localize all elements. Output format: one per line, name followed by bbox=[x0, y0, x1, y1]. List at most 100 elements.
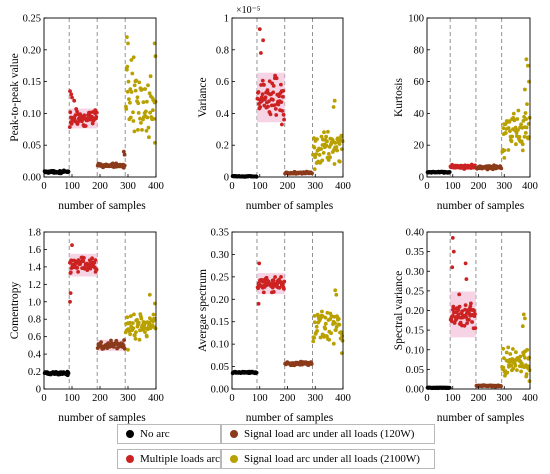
x-tick-label: 0 bbox=[424, 393, 429, 404]
data-point-signal-load-arc-under-all-loads-2100w bbox=[516, 128, 520, 132]
data-point-multiple-loads-arc bbox=[72, 98, 77, 103]
x-axis-label: number of samples bbox=[437, 200, 525, 212]
data-point-multiple-loads-arc bbox=[450, 236, 455, 240]
data-point-signal-load-arc-under-all-loads-2100w bbox=[324, 134, 328, 139]
data-point-signal-load-arc-under-all-loads-2100w bbox=[312, 335, 317, 340]
y-axis-label: Peak-to-peak value bbox=[9, 53, 21, 141]
data-point-multiple-loads-arc bbox=[270, 285, 275, 290]
data-point-signal-load-arc-under-all-loads-2100w bbox=[314, 324, 319, 329]
data-point-signal-load-arc-under-all-loads-2100w bbox=[144, 334, 149, 339]
x-tick-label: 200 bbox=[280, 181, 296, 192]
data-point-signal-load-arc-under-all-loads-2100w bbox=[312, 136, 316, 141]
data-point-no-arc bbox=[66, 371, 71, 376]
legend-label-signal-2100w: Signal load arc under all loads (2100W) bbox=[244, 453, 420, 465]
x-tick-label: 100 bbox=[64, 181, 80, 192]
y-tick-label: 0.40 bbox=[406, 228, 424, 239]
data-point-signal-load-arc-under-all-loads-2100w bbox=[523, 316, 527, 321]
data-point-multiple-loads-arc bbox=[267, 99, 271, 104]
data-point-signal-load-arc-under-all-loads-2100w bbox=[151, 108, 155, 113]
data-point-multiple-loads-arc bbox=[280, 122, 284, 127]
data-point-signal-load-arc-under-all-loads-2100w bbox=[128, 320, 132, 325]
y-tick-label: 0.15 bbox=[211, 317, 229, 328]
data-point-signal-load-arc-under-all-loads-2100w bbox=[519, 369, 523, 374]
data-point-signal-load-arc-under-all-loads-2100w bbox=[132, 312, 136, 317]
data-point-signal-load-arc-under-all-loads-2100w bbox=[312, 167, 317, 172]
data-point-signal-load-arc-under-all-loads-2100w bbox=[143, 87, 148, 91]
data-point-signal-load-arc-under-all-loads-2100w bbox=[521, 119, 526, 123]
legend-item-multiple-loads: Multiple loads arc bbox=[117, 449, 221, 469]
data-point-signal-load-arc-under-all-loads-2100w bbox=[339, 133, 344, 138]
data-point-signal-load-arc-under-all-loads-2100w bbox=[513, 125, 518, 130]
data-point-multiple-loads-arc bbox=[263, 95, 268, 100]
data-point-no-arc bbox=[66, 169, 71, 174]
x-tick-label: 300 bbox=[496, 393, 512, 404]
data-point-multiple-loads-arc bbox=[264, 275, 269, 280]
data-point-signal-load-arc-under-all-loads-2100w bbox=[140, 87, 145, 92]
y-tick-label: 60 bbox=[414, 77, 425, 88]
x-tick-label: 300 bbox=[307, 393, 323, 404]
y-tick-label: 0.2 bbox=[216, 141, 229, 152]
data-point-signal-load-arc-under-all-loads-2100w bbox=[130, 71, 135, 76]
data-point-signal-load-arc-under-all-loads-2100w bbox=[523, 355, 527, 360]
data-point-signal-load-arc-under-all-loads-2100w bbox=[337, 159, 342, 164]
data-point-signal-load-arc-under-all-loads-2100w bbox=[340, 338, 345, 343]
data-point-multiple-loads-arc bbox=[82, 256, 86, 260]
data-point-signal-load-arc-under-all-loads-2100w bbox=[525, 348, 530, 352]
data-point-signal-load-arc-under-all-loads-2100w bbox=[135, 95, 140, 100]
data-point-signal-load-arc-under-all-loads-2100w bbox=[524, 57, 529, 62]
data-point-multiple-loads-arc bbox=[282, 279, 287, 284]
data-point-signal-load-arc-under-all-loads-2100w bbox=[335, 136, 340, 141]
data-point-signal-load-arc-under-all-loads-2100w bbox=[504, 350, 509, 355]
data-point-signal-load-arc-under-all-loads-2100w bbox=[125, 64, 130, 69]
data-point-signal-load-arc-under-all-loads-2100w bbox=[134, 330, 138, 334]
data-point-signal-load-arc-under-all-loads-2100w bbox=[141, 100, 146, 105]
data-point-signal-load-arc-under-all-loads-2100w bbox=[506, 126, 511, 130]
data-point-signal-load-arc-under-all-loads-2100w bbox=[146, 125, 151, 130]
y-tick-label: 0.05 bbox=[211, 362, 229, 373]
data-point-signal-load-arc-under-all-loads-2100w bbox=[331, 105, 336, 109]
data-point-multiple-loads-arc bbox=[70, 95, 74, 100]
data-point-signal-load-arc-under-all-loads-2100w bbox=[514, 130, 519, 135]
data-point-signal-load-arc-under-all-loads-120w bbox=[310, 171, 314, 176]
data-point-signal-load-arc-under-all-loads-2100w bbox=[329, 331, 333, 336]
y-tick-label: 0.15 bbox=[23, 77, 41, 88]
data-point-multiple-loads-arc bbox=[93, 258, 98, 262]
data-point-signal-load-arc-under-all-loads-2100w bbox=[502, 148, 507, 153]
data-point-signal-load-arc-under-all-loads-2100w bbox=[506, 148, 511, 152]
x-axis-label: number of samples bbox=[58, 200, 146, 212]
data-point-multiple-loads-arc bbox=[93, 108, 98, 113]
data-point-signal-load-arc-under-all-loads-2100w bbox=[136, 111, 141, 115]
data-point-multiple-loads-arc bbox=[68, 291, 73, 295]
plot-frame bbox=[43, 231, 157, 390]
data-point-signal-load-arc-under-all-loads-2100w bbox=[510, 134, 515, 139]
legend-item-signal-120w: Signal load arc under all loads (120W) bbox=[221, 424, 435, 444]
data-point-signal-load-arc-under-all-loads-2100w bbox=[323, 315, 328, 320]
data-point-multiple-loads-arc bbox=[450, 314, 455, 318]
data-point-signal-load-arc-under-all-loads-2100w bbox=[131, 119, 136, 123]
x-tick-label: 400 bbox=[522, 393, 538, 404]
x-tick-label: 300 bbox=[496, 181, 512, 192]
legend-marker-multiple-loads bbox=[126, 455, 134, 463]
data-point-signal-load-arc-under-all-loads-2100w bbox=[508, 352, 513, 356]
data-point-multiple-loads-arc bbox=[473, 312, 477, 316]
plot-frame bbox=[426, 17, 531, 178]
data-point-multiple-loads-arc bbox=[266, 104, 270, 109]
data-point-signal-load-arc-under-all-loads-2100w bbox=[525, 102, 529, 106]
data-point-signal-load-arc-under-all-loads-2100w bbox=[506, 345, 511, 350]
data-point-multiple-loads-arc bbox=[260, 92, 265, 96]
data-point-signal-load-arc-under-all-loads-2100w bbox=[522, 134, 527, 139]
x-axis-label: number of samples bbox=[58, 412, 146, 424]
data-point-signal-load-arc-under-all-loads-2100w bbox=[508, 129, 512, 134]
chart-panel-avergae-spectrum: 0 100 200 300 400 0.00 0.05 0.10 0.15 0.20 0.25 0.3… bbox=[197, 228, 351, 425]
data-point-multiple-loads-arc bbox=[69, 121, 74, 126]
data-point-signal-load-arc-under-all-loads-2100w bbox=[333, 321, 337, 325]
data-point-signal-load-arc-under-all-loads-2100w bbox=[131, 110, 135, 115]
x-tick-label: 100 bbox=[445, 181, 461, 192]
legend-label-multiple-loads: Multiple loads arc bbox=[140, 453, 221, 465]
data-point-multiple-loads-arc bbox=[256, 286, 260, 291]
data-point-signal-load-arc-under-all-loads-2100w bbox=[134, 78, 139, 83]
y-axis-label: Variance bbox=[197, 77, 209, 117]
data-point-signal-load-arc-under-all-loads-2100w bbox=[128, 115, 133, 120]
data-point-signal-load-arc-under-all-loads-2100w bbox=[519, 139, 524, 144]
plot-frame bbox=[231, 17, 344, 178]
